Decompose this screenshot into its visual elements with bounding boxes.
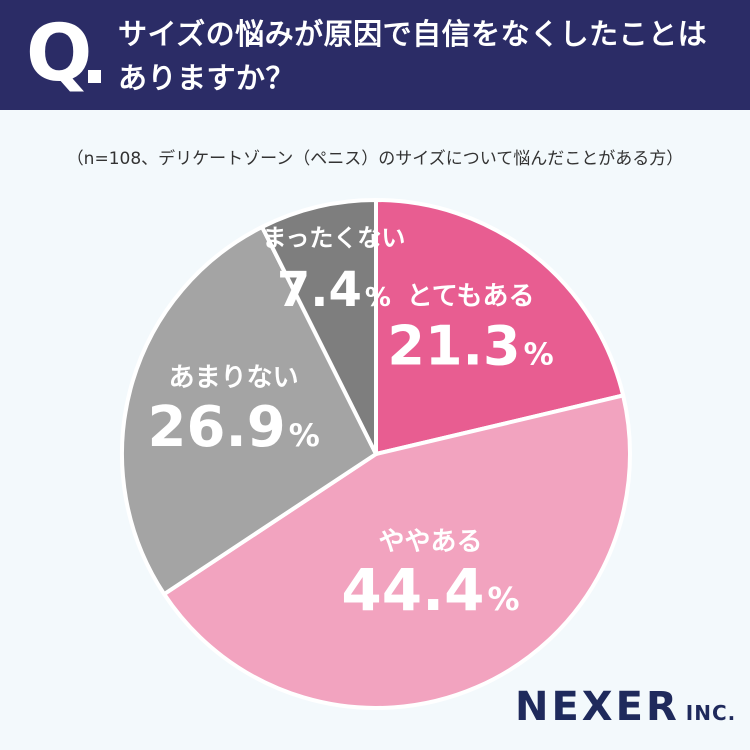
pie-label-2: ややある (378, 527, 482, 557)
pie-slice-3 (120, 224, 378, 597)
question-text: サイズの悩みが原因で自信をなくしたことは ありますか？ (118, 12, 728, 100)
question-line-2: ありますか？ (118, 61, 296, 95)
pie-label-1: とてもある (407, 281, 535, 311)
pie-value-3: 26.9% (148, 395, 320, 460)
pie-value-1: 21.3% (387, 314, 553, 377)
brand-name: NEXER (515, 684, 680, 730)
sample-note: （n=108、デリケートゾーン（ペニス）のサイズについて悩んだことがある方） (66, 149, 684, 169)
pie-slice-1 (374, 198, 626, 456)
nexer-logo: NEXER INC. (515, 684, 736, 730)
question-line-1: サイズの悩みが原因で自信をなくしたことは (118, 17, 708, 51)
pie-label-4: まったくない (262, 224, 405, 252)
q-mark: Q (26, 9, 93, 99)
brand-suffix: INC. (685, 701, 737, 725)
pie-label-3: あまりない (169, 363, 299, 393)
question-header: Q サイズの悩みが原因で自信をなくしたことは ありますか？ (0, 0, 750, 110)
pie-slice-2 (162, 393, 632, 710)
pie-slice-4 (260, 198, 378, 456)
q-dot (88, 70, 101, 83)
pie-label-group-4: まったくない 7.4% (262, 224, 405, 318)
pie-value-2: 44.4% (341, 556, 519, 624)
pie-value-4: 7.4% (277, 262, 391, 318)
